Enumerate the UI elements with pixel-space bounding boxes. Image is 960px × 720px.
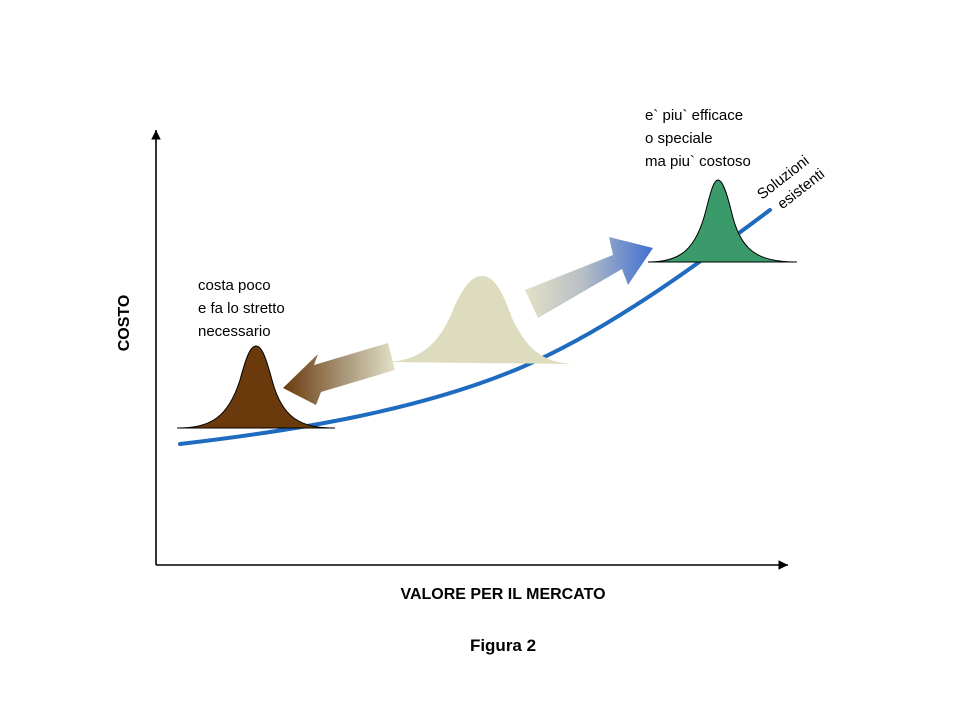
low-note-line-2: e fa lo stretto [198,300,285,317]
mid-bell-curve [388,276,572,364]
high-note: e` piu` efficace o speciale ma piu` cost… [645,107,751,170]
low-note-line-1: costa poco [198,277,271,294]
low-bell-curve [176,345,336,429]
low-note-line-3: necessario [198,323,271,340]
x-axis-label: VALORE PER IL MERCATO [400,586,605,603]
existing-solutions-curve [178,208,772,446]
high-note-line-2: o speciale [645,130,713,147]
high-note-line-1: e` piu` efficace [645,107,743,124]
curve-label: Soluzioni esistenti [754,150,828,219]
y-axis-label: COSTO [116,295,133,352]
left-arrow [283,343,395,405]
high-bell-curve [647,179,798,263]
high-note-line-3: ma piu` costoso [645,153,751,170]
right-arrow [525,237,653,318]
low-note: costa poco e fa lo stretto necessario [198,277,289,340]
figure-caption: Figura 2 [470,636,536,655]
